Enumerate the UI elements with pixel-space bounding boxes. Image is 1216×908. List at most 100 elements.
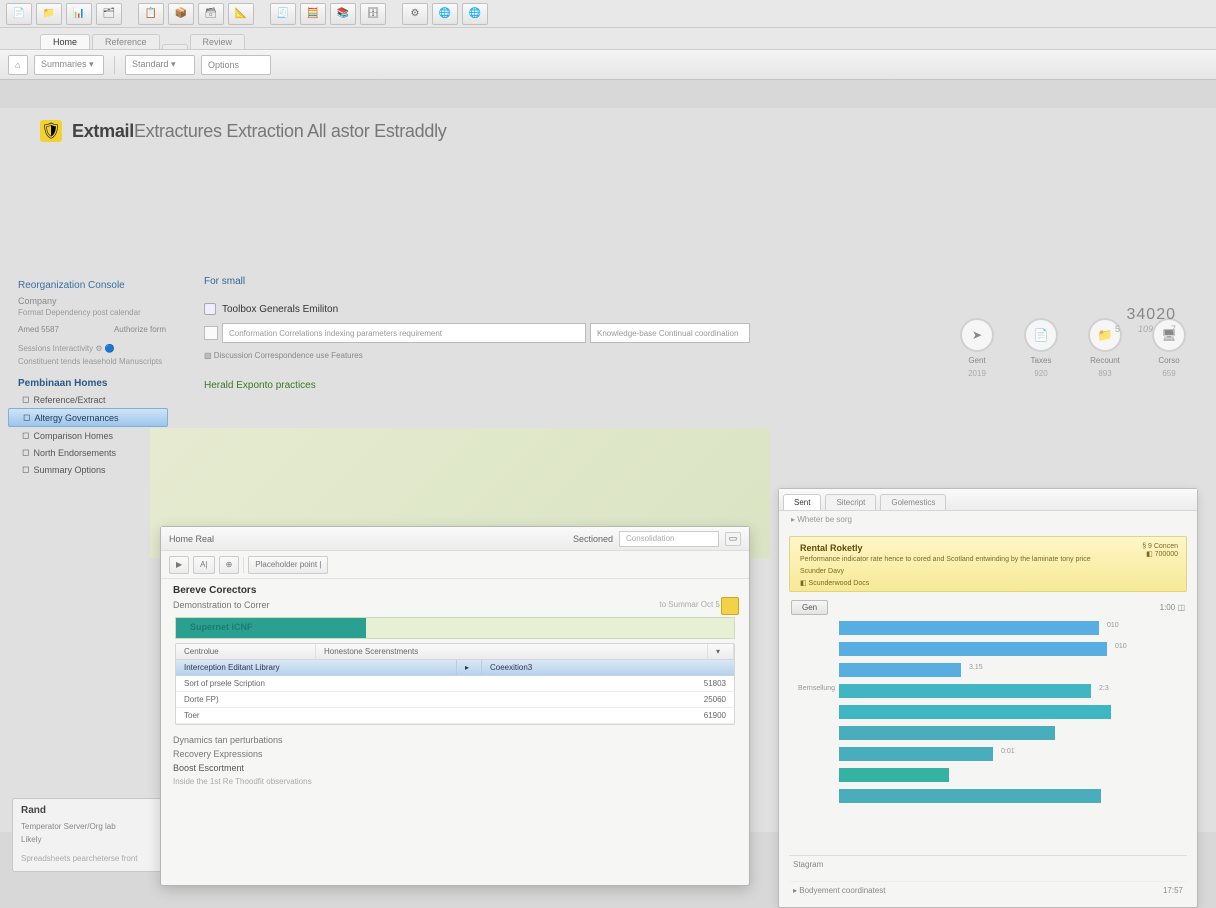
dialog-foot: Inside the 1st Re Thoodfit observations <box>161 775 749 788</box>
col-head[interactable]: Centrolue <box>176 644 316 659</box>
cell: ▸ <box>456 660 482 675</box>
note-line: ◧ Scunderwood Docs <box>800 577 1176 589</box>
toolbar-button[interactable]: 🧮 <box>300 3 326 25</box>
box-row: Likely <box>21 833 167 846</box>
toolbar-button[interactable]: ⚙ <box>402 3 428 25</box>
note-line: Scunder Davy <box>800 565 1176 577</box>
cell: Sort of prsele Scription <box>176 676 456 691</box>
chart-tag-icon: ◫ <box>1177 603 1185 612</box>
chart-bar <box>839 705 1111 719</box>
toolbar-button[interactable]: 📐 <box>228 3 254 25</box>
stat-label: Corso <box>1158 356 1179 365</box>
chart-footer-1: Stagram <box>789 855 1187 873</box>
toolbar-button[interactable]: 📊 <box>66 3 92 25</box>
item-label: North Endorsements <box>33 448 116 458</box>
page-header: 🛡 ExtmailExtractures Extraction All asto… <box>0 108 1216 146</box>
dlg-tool-btn[interactable]: ▶ <box>169 556 189 574</box>
dialog-section: Bereve Corectors <box>161 579 749 598</box>
toolbar-button[interactable]: 🌐 <box>462 3 488 25</box>
criteria-input-2[interactable]: Knowledge-base Continual coordination <box>590 323 750 343</box>
chart-header: Gen 1:00 ◫ <box>779 600 1197 615</box>
small-num: 109 <box>1138 324 1153 334</box>
rpanel-tabs: SentSitecriptGolemestics <box>779 489 1197 511</box>
search-label: Sectioned <box>573 534 613 544</box>
ribbon-item[interactable]: Options <box>201 55 271 75</box>
chart-bar <box>839 642 1107 656</box>
item-icon: ◻ <box>23 412 30 423</box>
chart-bar <box>839 621 1099 635</box>
col-head[interactable]: ▾ <box>708 644 734 659</box>
col-head[interactable]: Honestone Scerenstments <box>316 644 708 659</box>
ribbon-item[interactable]: Standard ▾ <box>125 55 195 75</box>
extract-dialog: Home Real Sectioned Consolidation ▭ ▶A|⊕… <box>160 526 750 886</box>
doc-tabstrip: HomeReference Review <box>0 28 1216 50</box>
item-icon: ◻ <box>22 447 29 458</box>
doc-tab[interactable]: Home <box>40 34 90 49</box>
dlg-tool-btn[interactable]: A| <box>193 556 214 574</box>
toolbar-button[interactable]: 🌐 <box>432 3 458 25</box>
toolbar-button[interactable]: 🧾 <box>270 3 296 25</box>
sidebar-item[interactable]: ◻Reference/Extract <box>8 391 180 408</box>
criteria-input[interactable]: Conformation Correlations indexing param… <box>222 323 586 343</box>
table-row[interactable]: Toer61900 <box>176 708 734 724</box>
system-toolbar: 📄📁📊🗂📋📦🗃📐🧾🧮📚🗄⚙🌐🌐 <box>0 0 1216 28</box>
doc-icon <box>204 303 216 315</box>
item-icon: ◻ <box>22 430 29 441</box>
shield-icon: 🛡 <box>40 120 62 142</box>
note-right: § 9 Concen ◧ 700000 <box>1142 543 1178 558</box>
toolbar-button[interactable]: 🗄 <box>360 3 386 25</box>
note-sub: Performance indicator rate hence to core… <box>800 553 1176 565</box>
small-num: 7 <box>1171 324 1176 334</box>
stat-card[interactable]: 📄Taxes920 <box>1024 318 1058 378</box>
ribbon-item[interactable]: Summaries ▾ <box>34 55 104 75</box>
table-row[interactable]: Sort of prsele Scription51803 <box>176 676 734 692</box>
cell: Coeexition3 <box>482 660 734 675</box>
sidebar-line: Sessions Interactivity ⚙ 🔵 <box>8 334 180 355</box>
toolbar-button[interactable]: 🗂 <box>96 3 122 25</box>
toolbar-button[interactable]: 📦 <box>168 3 194 25</box>
bar-value: 010 <box>1107 622 1119 629</box>
toolbar-button[interactable]: 📁 <box>36 3 62 25</box>
ribbon-bar: ⌂ Summaries ▾ Standard ▾ Options <box>0 50 1216 80</box>
dialog-toolbar: ▶A| ⊕ Placeholder point | <box>161 551 749 579</box>
progress-label: Supernet ICNF <box>190 622 253 632</box>
stat-icon: ➤ <box>960 318 994 352</box>
item-label: Reference/Extract <box>33 395 105 405</box>
page-title-strong: Extmail <box>72 121 134 141</box>
toolbar-button[interactable]: 📚 <box>330 3 356 25</box>
toolbar-button[interactable]: 📄 <box>6 3 32 25</box>
table-row[interactable]: Dorte FP)25060 <box>176 692 734 708</box>
gen-button[interactable]: Gen <box>791 600 828 615</box>
rpanel-tab[interactable]: Golemestics <box>880 494 946 510</box>
item-label: Comparison Homes <box>33 431 113 441</box>
ribbon-item[interactable]: ⌂ <box>8 55 28 75</box>
sidebar-item[interactable]: ◻Altergy Governances <box>8 408 168 427</box>
bar-value: 0:01 <box>1001 748 1015 755</box>
stat-sub: 893 <box>1098 369 1111 378</box>
dialog-foot: Boost Escortment <box>161 761 749 775</box>
cell: 25060 <box>456 692 734 707</box>
rpanel-tab[interactable]: Sitecript <box>825 494 876 510</box>
dlg-tool-btn[interactable]: Placeholder point | <box>248 556 328 574</box>
stat-label: Taxes <box>1031 356 1052 365</box>
close-icon[interactable]: ▭ <box>725 532 741 546</box>
bar-value: 010 <box>1115 643 1127 650</box>
doc-tab[interactable]: Review <box>190 34 246 49</box>
table-header: Centrolue Honestone Scerenstments ▾ <box>176 644 734 660</box>
upper-input-row: Conformation Correlations indexing param… <box>190 323 750 343</box>
table-row-selected[interactable]: Interception Editant Library ▸ Coeexitio… <box>176 660 734 676</box>
stat-card[interactable]: ➤Gent2019 <box>960 318 994 378</box>
dlg-tool-btn[interactable]: ⊕ <box>219 556 240 574</box>
chart-val: 1:00 <box>1160 603 1176 612</box>
chart-bar <box>839 663 961 677</box>
rpanel-tab[interactable]: Sent <box>783 494 821 510</box>
bar-value: 2:3 <box>1099 685 1109 692</box>
cell: 51803 <box>456 676 734 691</box>
toolbar-button[interactable]: 📋 <box>138 3 164 25</box>
doc-tab[interactable]: Reference <box>92 34 160 49</box>
note-title: Rental Roketly <box>800 543 1176 553</box>
toolbar-button[interactable]: 🗃 <box>198 3 224 25</box>
dialog-search-input[interactable]: Consolidation <box>619 531 719 547</box>
doc-tab[interactable] <box>162 44 188 49</box>
page-title: ExtmailExtractures Extraction All astor … <box>72 121 446 142</box>
